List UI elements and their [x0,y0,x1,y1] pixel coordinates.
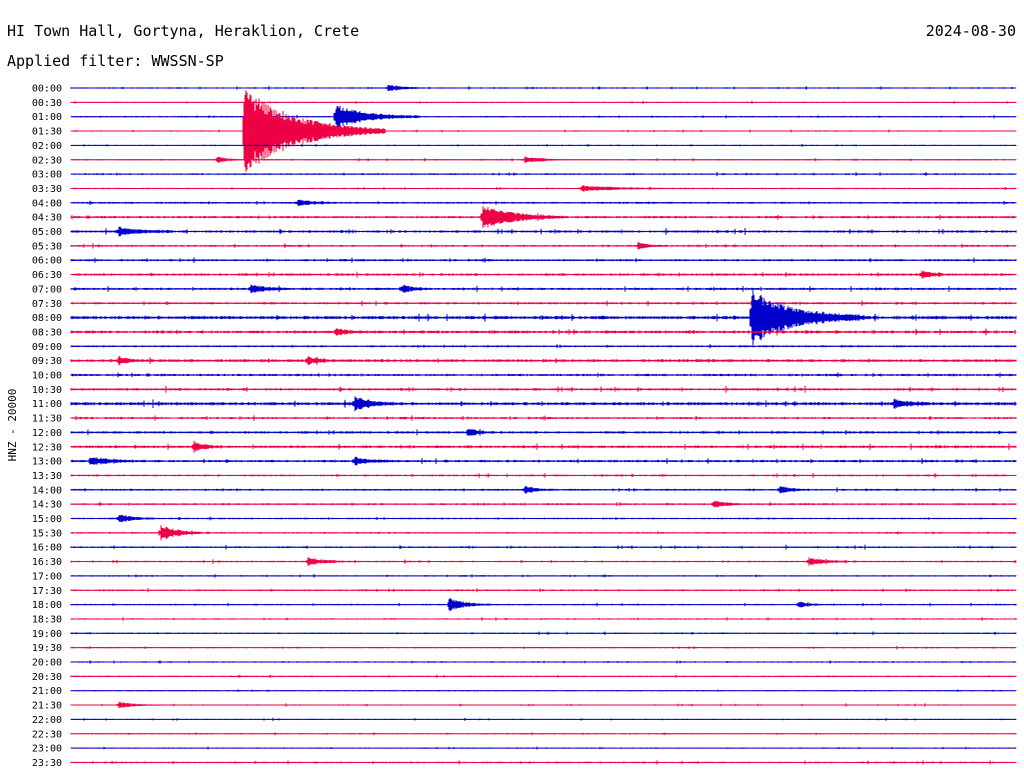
y-axis-label: HNZ - 20000 [6,389,19,462]
row-time-label: 18:30 [32,614,62,625]
row-time-label: 03:30 [32,184,62,195]
row-time-label: 12:30 [32,442,62,453]
row-time-label: 12:00 [32,428,62,439]
row-time-label: 08:00 [32,313,62,324]
row-time-label: 23:00 [32,744,62,755]
row-time-label: 11:00 [32,399,62,410]
row-time-label: 19:30 [32,643,62,654]
row-time-label: 10:00 [32,371,62,382]
row-time-label: 05:30 [32,241,62,252]
row-time-label: 04:30 [32,213,62,224]
row-time-label: 11:30 [32,414,62,425]
row-time-label: 13:30 [32,471,62,482]
row-label-group: 00:00 00:30 01:00 01:30 02:00 02:30 03:00 03:30… [32,84,62,769]
filter-label: Applied filter: WWSSN-SP [7,52,224,70]
trace-group [70,84,1017,765]
row-time-label: 14:00 [32,485,62,496]
row-time-label: 02:30 [32,155,62,166]
row-time-label: 13:00 [32,457,62,468]
row-time-label: 02:00 [32,141,62,152]
row-time-label: 07:00 [32,284,62,295]
row-time-label: 06:30 [32,270,62,281]
row-time-label: 16:00 [32,543,62,554]
row-time-label: 00:30 [32,98,62,109]
row-time-label: 21:00 [32,686,62,697]
row-time-label: 17:00 [32,571,62,582]
row-time-label: 04:00 [32,198,62,209]
row-time-label: 19:00 [32,629,62,640]
date-label: 2024-08-30 [926,22,1016,40]
row-time-label: 20:30 [32,672,62,683]
row-time-label: 14:30 [32,500,62,511]
row-time-label: 09:00 [32,342,62,353]
row-time-label: 03:00 [32,170,62,181]
station-title: HI Town Hall, Gortyna, Heraklion, Crete [7,22,359,40]
row-time-label: 21:30 [32,701,62,712]
row-time-label: 09:30 [32,356,62,367]
row-time-label: 06:00 [32,256,62,267]
row-time-label: 17:30 [32,586,62,597]
row-time-label: 20:00 [32,658,62,669]
row-time-label: 23:30 [32,758,62,769]
row-time-label: 15:00 [32,514,62,525]
row-time-label: 10:30 [32,385,62,396]
row-time-label: 01:30 [32,127,62,138]
row-time-label: 08:30 [32,327,62,338]
row-time-label: 22:30 [32,729,62,740]
row-time-label: 16:30 [32,557,62,568]
row-time-label: 07:30 [32,299,62,310]
row-time-label: 05:00 [32,227,62,238]
row-time-label: 18:00 [32,600,62,611]
row-time-label: 00:00 [32,84,62,95]
row-time-label: 01:00 [32,112,62,123]
row-time-label: 15:30 [32,528,62,539]
row-time-label: 22:00 [32,715,62,726]
